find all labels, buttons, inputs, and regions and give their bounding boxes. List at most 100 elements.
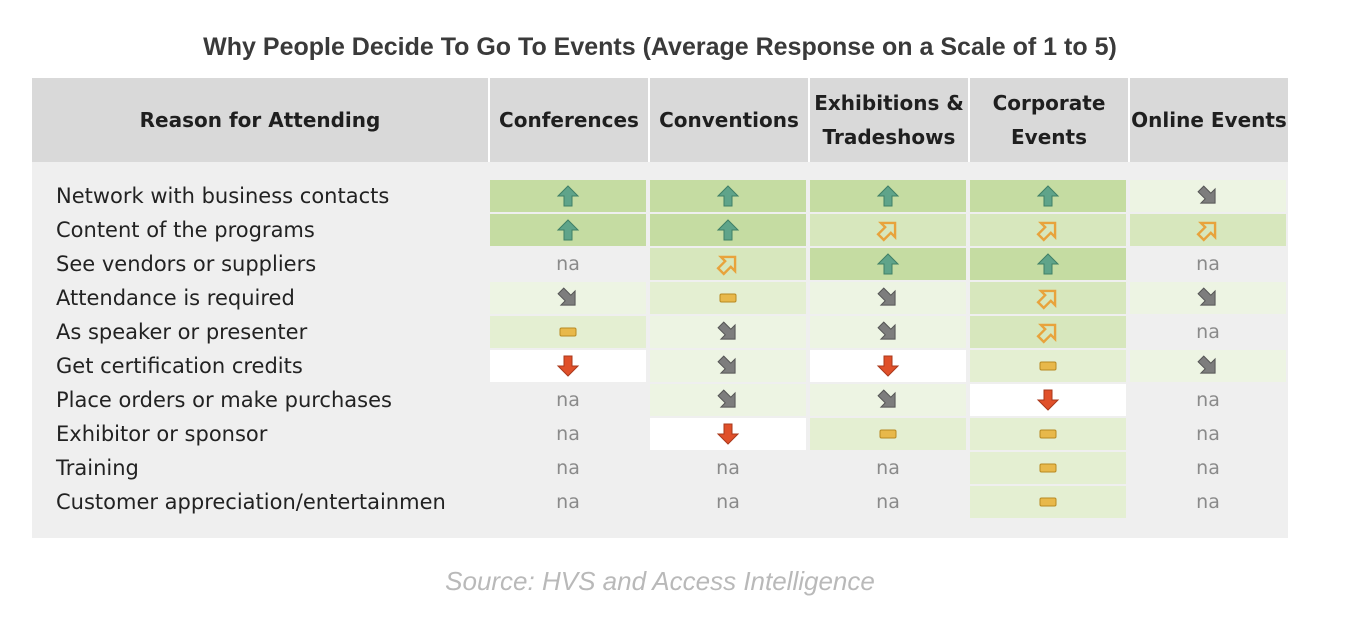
row-label: Content of the programs (32, 214, 488, 246)
table-row: Network with business contacts (32, 180, 1288, 212)
table-row: Get certification credits (32, 350, 1288, 382)
down-arrow-icon (876, 355, 900, 377)
na-text: na (556, 457, 580, 479)
table-cell: na (1130, 384, 1286, 416)
row-label: Network with business contacts (32, 180, 488, 212)
na-text: na (876, 457, 900, 479)
up-right-arrow-icon (1036, 289, 1057, 310)
up-arrow-icon (876, 253, 900, 275)
table-cell: na (650, 452, 806, 484)
table-cell (1130, 350, 1286, 382)
table-cell (490, 350, 646, 382)
column-header-2: Conventions (648, 78, 808, 162)
table-cell (490, 180, 646, 212)
up-arrow-icon (1036, 253, 1060, 275)
source-note: Source: HVS and Access Intelligence (445, 566, 875, 596)
table-cell: na (810, 452, 966, 484)
flat-dash-icon (879, 429, 897, 439)
na-text: na (1196, 457, 1220, 479)
table-cell (810, 248, 966, 280)
table-cell (650, 214, 806, 246)
row-label: Customer appreciation/entertainmen (32, 486, 488, 518)
table-cell (810, 180, 966, 212)
na-text: na (1196, 491, 1220, 513)
na-text: na (1196, 253, 1220, 275)
row-label: See vendors or suppliers (32, 248, 488, 280)
down-right-arrow-icon (717, 389, 736, 408)
table-cell (650, 316, 806, 348)
up-right-arrow-icon (1196, 221, 1217, 242)
table-row: As speaker or presenter na (32, 316, 1288, 348)
table-row: Attendance is required (32, 282, 1288, 314)
table-cell (970, 350, 1126, 382)
row-label: Get certification credits (32, 350, 488, 382)
na-text: na (556, 389, 580, 411)
flat-dash-icon (559, 327, 577, 337)
table-cell: na (1130, 452, 1286, 484)
table-cell (970, 214, 1126, 246)
table-cell: na (490, 452, 646, 484)
row-label: As speaker or presenter (32, 316, 488, 348)
table-row: See vendors or suppliers na na (32, 248, 1288, 280)
table-cell (970, 282, 1126, 314)
down-right-arrow-icon (877, 389, 896, 408)
table-cell: na (1130, 316, 1286, 348)
column-header-1: Conferences (488, 78, 648, 162)
flat-dash-icon (1039, 429, 1057, 439)
table-cell: na (490, 384, 646, 416)
column-header-label: Exhibitions & Tradeshows (814, 91, 964, 149)
column-header-3: Exhibitions & Tradeshows (808, 78, 968, 162)
na-text: na (716, 457, 740, 479)
flat-dash-icon (719, 293, 737, 303)
table-cell (650, 282, 806, 314)
column-header-reason: Reason for Attending (32, 78, 488, 162)
na-text: na (556, 491, 580, 513)
table-cell (970, 486, 1126, 518)
table-cell (970, 418, 1126, 450)
column-header-label: Corporate Events (992, 91, 1106, 149)
up-right-arrow-icon (876, 221, 897, 242)
down-arrow-icon (556, 355, 580, 377)
flat-dash-icon (1039, 497, 1057, 507)
table-cell (1130, 282, 1286, 314)
down-right-arrow-icon (1197, 287, 1216, 306)
table-cell (970, 384, 1126, 416)
table-row: Customer appreciation/entertainmen na na na… (32, 486, 1288, 518)
chart-title: Why People Decide To Go To Events (Avera… (203, 33, 1117, 61)
table-cell: na (1130, 248, 1286, 280)
na-text: na (876, 491, 900, 513)
table-cell (650, 350, 806, 382)
down-right-arrow-icon (557, 287, 576, 306)
row-label: Exhibitor or sponsor (32, 418, 488, 450)
column-header-4: Corporate Events (968, 78, 1128, 162)
table-cell: na (650, 486, 806, 518)
table-cell: na (490, 248, 646, 280)
up-right-arrow-icon (716, 255, 737, 276)
table-cell (970, 452, 1126, 484)
flat-dash-icon (1039, 361, 1057, 371)
column-header-label: Online Events (1131, 108, 1287, 132)
table-row: Place orders or make purchases na na (32, 384, 1288, 416)
table-cell (650, 248, 806, 280)
table-cell (650, 180, 806, 212)
na-text: na (1196, 321, 1220, 343)
down-right-arrow-icon (1197, 185, 1216, 204)
down-arrow-icon (716, 423, 740, 445)
table-cell (1130, 180, 1286, 212)
table-row: Exhibitor or sponsor na na (32, 418, 1288, 450)
table-cell (490, 282, 646, 314)
column-header-label: Reason for Attending (139, 108, 381, 132)
events-table: Reason for Attending Conferences Conventio… (32, 78, 1288, 538)
column-header-label: Conventions (659, 108, 799, 132)
table-cell (490, 214, 646, 246)
table-cell (970, 180, 1126, 212)
up-right-arrow-icon (1036, 323, 1057, 344)
down-right-arrow-icon (717, 355, 736, 374)
na-text: na (1196, 423, 1220, 445)
table-cell: na (490, 486, 646, 518)
flat-dash-icon (1039, 463, 1057, 473)
na-text: na (556, 423, 580, 445)
table-cell (970, 248, 1126, 280)
column-header-label: Conferences (499, 108, 639, 132)
na-text: na (1196, 389, 1220, 411)
